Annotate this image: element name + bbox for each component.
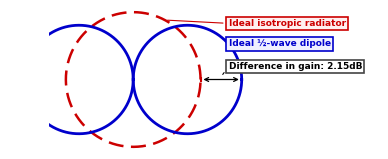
Text: Ideal isotropic radiator: Ideal isotropic radiator xyxy=(168,19,346,28)
Text: Difference in gain: 2.15dB: Difference in gain: 2.15dB xyxy=(223,62,362,74)
Text: Ideal ½-wave dipole: Ideal ½-wave dipole xyxy=(222,38,331,48)
